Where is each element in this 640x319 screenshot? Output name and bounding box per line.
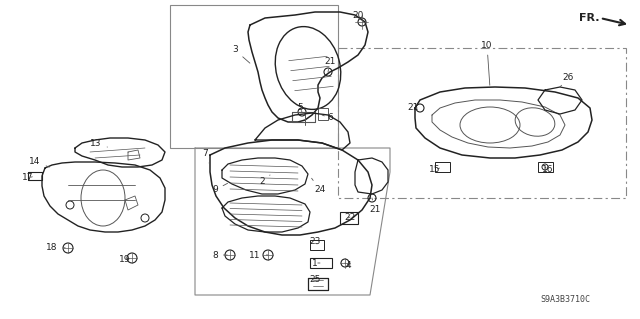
Text: 8: 8 <box>212 250 227 259</box>
Text: 6: 6 <box>322 114 333 122</box>
Bar <box>310 258 332 268</box>
Bar <box>318 108 328 120</box>
Text: 13: 13 <box>90 138 108 147</box>
Text: S9A3B3710C: S9A3B3710C <box>540 295 590 305</box>
Text: 5: 5 <box>297 103 303 113</box>
Bar <box>538 162 553 172</box>
Bar <box>435 162 450 172</box>
Text: 17: 17 <box>22 174 34 182</box>
Text: 7: 7 <box>202 149 210 165</box>
Text: 24: 24 <box>312 178 326 195</box>
Text: FR.: FR. <box>579 13 600 23</box>
Text: 11: 11 <box>249 250 268 259</box>
Text: 20: 20 <box>352 11 364 20</box>
Text: 10: 10 <box>481 41 493 85</box>
Text: 21: 21 <box>407 103 419 113</box>
Text: 9: 9 <box>212 183 228 195</box>
Text: 22: 22 <box>344 212 356 221</box>
Bar <box>170 5 338 148</box>
Text: 14: 14 <box>29 158 49 167</box>
Text: 25: 25 <box>309 276 321 285</box>
Text: 3: 3 <box>232 46 250 63</box>
Bar <box>340 212 358 224</box>
Text: 21: 21 <box>369 198 381 214</box>
Text: 2: 2 <box>259 175 270 187</box>
Text: 16: 16 <box>542 166 554 174</box>
Text: 1: 1 <box>312 258 320 268</box>
Text: 21: 21 <box>324 57 336 72</box>
Text: 18: 18 <box>46 242 65 251</box>
Text: 15: 15 <box>429 166 441 174</box>
Text: 23: 23 <box>309 238 321 247</box>
Text: 26: 26 <box>560 73 573 87</box>
Text: 4: 4 <box>345 261 351 270</box>
Bar <box>310 240 324 250</box>
Text: 19: 19 <box>119 256 131 264</box>
